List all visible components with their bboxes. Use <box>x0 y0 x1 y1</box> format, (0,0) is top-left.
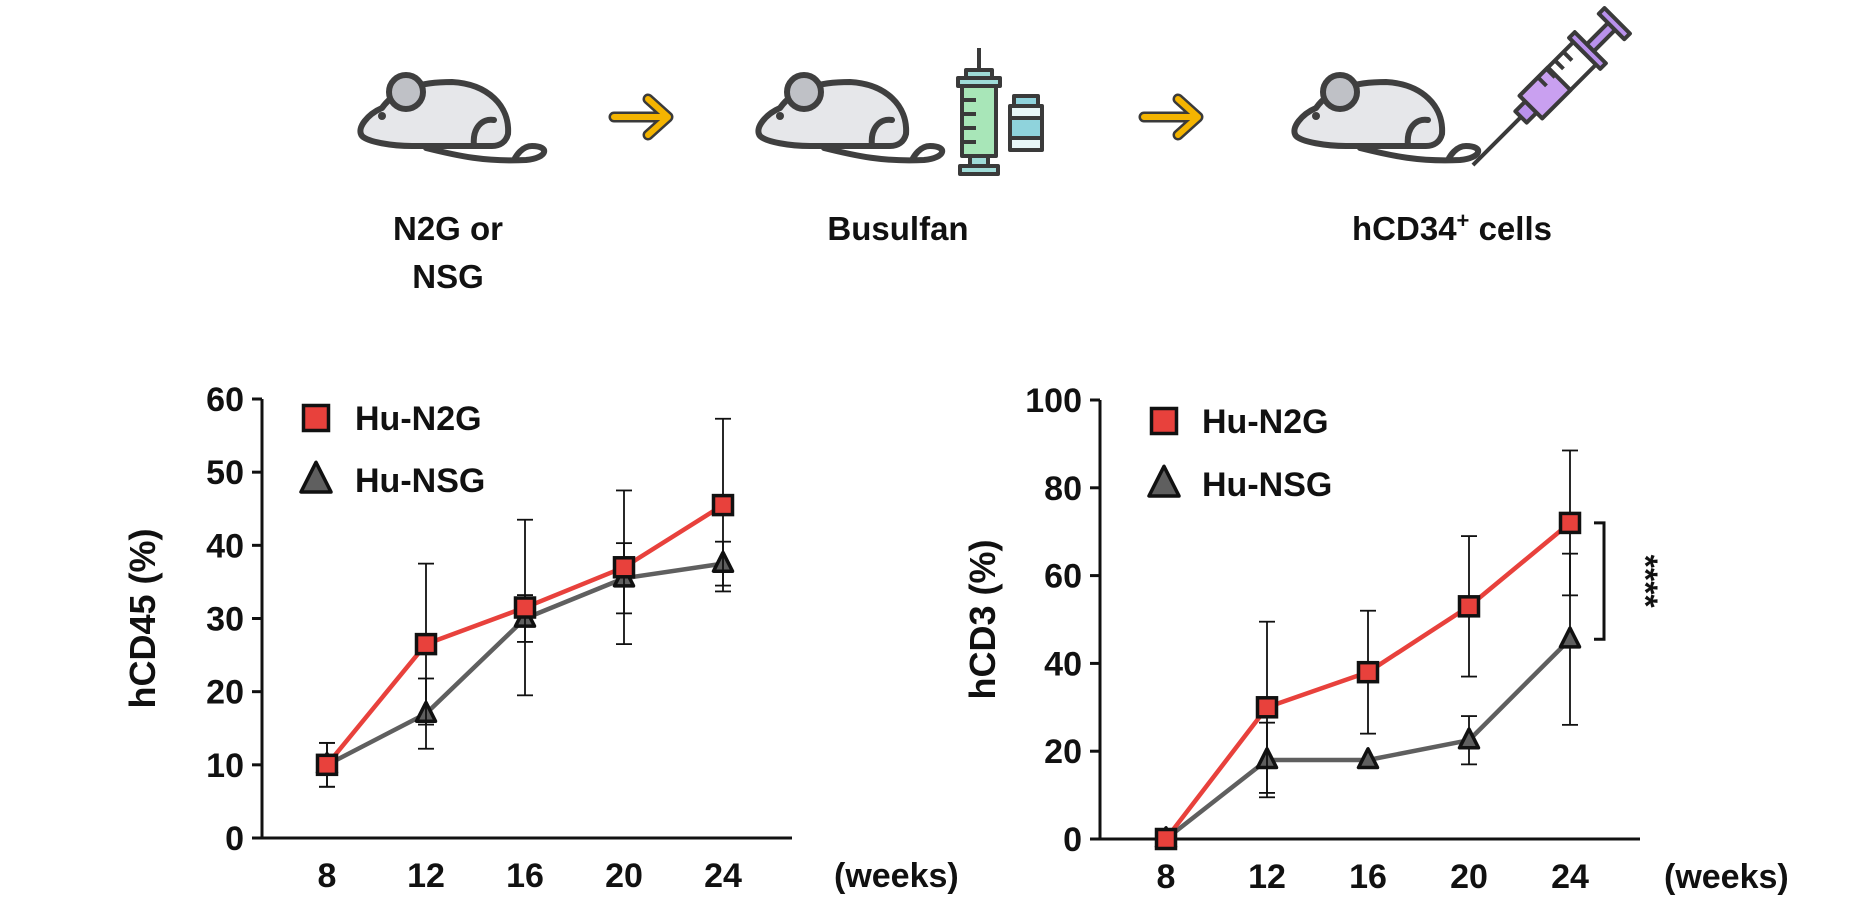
data-point <box>1457 595 1481 618</box>
data-point <box>513 596 537 619</box>
y-tick-label: 80 <box>1044 470 1082 508</box>
x-tick-label: 16 <box>506 857 544 895</box>
y-tick-label: 30 <box>206 601 244 639</box>
series-hu-n2g <box>1154 449 1582 851</box>
legend-marker <box>1147 464 1181 498</box>
step3-label-prefix: hCD34 <box>1352 210 1457 247</box>
schematic: N2G or NSG Busulfan hCD34+ cells <box>360 6 1632 295</box>
mouse-icon <box>1294 75 1478 160</box>
syringe-icon <box>1471 6 1632 167</box>
data-point <box>1154 827 1178 851</box>
y-tick-label: 40 <box>206 527 244 565</box>
y-tick-label: 0 <box>1063 821 1082 859</box>
x-tick-label: 8 <box>1157 858 1176 896</box>
step2-label: Busulfan <box>827 210 968 247</box>
x-tick-label: 24 <box>704 857 742 895</box>
x-tick-label: 12 <box>1248 858 1286 896</box>
step3-label-superscript: + <box>1457 208 1470 233</box>
y-tick-label: 20 <box>206 674 244 712</box>
y-tick-label: 100 <box>1025 382 1082 420</box>
y-axis-label: hCD45 (%) <box>122 528 163 708</box>
step3-label-suffix: cells <box>1469 210 1552 247</box>
y-tick-label: 0 <box>225 820 244 858</box>
mouse-icon <box>360 75 544 160</box>
y-tick-label: 60 <box>206 381 244 419</box>
x-tick-label: 8 <box>318 857 337 895</box>
x-tick-label: 20 <box>1450 858 1488 896</box>
significance-bracket <box>1594 521 1606 641</box>
data-point <box>612 556 636 579</box>
x-axis-unit: (weeks) <box>1664 858 1789 896</box>
legend-marker <box>301 403 331 433</box>
x-axis-unit: (weeks) <box>834 857 959 895</box>
y-tick-label: 20 <box>1044 733 1082 771</box>
data-point <box>1457 727 1481 750</box>
legend-marker <box>299 460 333 494</box>
step1-label-line1: N2G or <box>393 210 503 247</box>
arrow-right-icon <box>614 99 668 135</box>
significance-label: **** <box>1626 555 1664 609</box>
legend-marker <box>1149 406 1179 436</box>
x-tick-label: 16 <box>1349 858 1387 896</box>
hcd3-chart: 0 20 40 60 80 100 8 12 16 20 24 (weeks) hCD3 (%) Hu-N… <box>962 382 1789 896</box>
x-tick-label: 12 <box>407 857 445 895</box>
mouse-icon <box>758 75 942 160</box>
data-point <box>414 632 438 656</box>
step1-label-line2: NSG <box>412 258 484 295</box>
data-point <box>1356 747 1380 770</box>
vial-icon <box>1008 94 1044 152</box>
arrow-right-icon <box>1144 99 1198 135</box>
y-axis-label: hCD3 (%) <box>962 540 1003 700</box>
data-point <box>1558 511 1582 535</box>
x-tick-label: 24 <box>1551 858 1589 896</box>
y-tick-label: 60 <box>1044 558 1082 596</box>
data-point <box>1558 626 1582 649</box>
y-tick-label: 50 <box>206 454 244 492</box>
y-tick-label: 40 <box>1044 645 1082 683</box>
legend-label: Hu-N2G <box>355 400 482 438</box>
x-tick-label: 20 <box>605 857 643 895</box>
y-tick-label: 10 <box>206 747 244 785</box>
data-point <box>1356 660 1380 684</box>
hcd45-chart: 0 10 20 30 40 50 60 8 12 16 20 24 (weeks) hCD45 (%) Hu… <box>122 381 959 895</box>
step3-label: hCD34+ cells <box>1352 208 1552 248</box>
data-point <box>315 753 339 777</box>
legend-label: Hu-N2G <box>1202 403 1329 441</box>
legend-label: Hu-NSG <box>1202 466 1332 504</box>
syringe-icon <box>956 48 1002 176</box>
series-hu-n2g <box>315 417 735 788</box>
legend-label: Hu-NSG <box>355 462 485 500</box>
data-point <box>1255 696 1279 719</box>
data-point <box>711 493 735 517</box>
